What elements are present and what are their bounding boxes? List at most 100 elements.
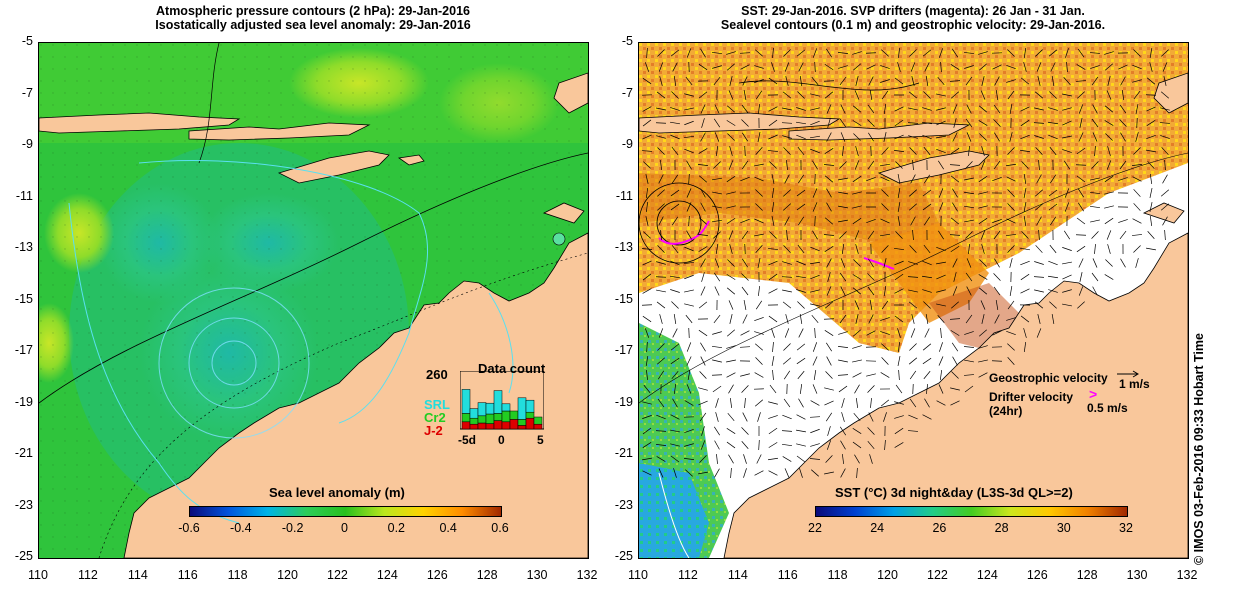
histogram-bar-cr2	[485, 413, 495, 424]
velocity-arrow	[784, 468, 790, 478]
velocity-arrow	[1106, 90, 1112, 100]
velocity-arrow	[1020, 288, 1030, 294]
velocity-arrow	[771, 188, 775, 198]
drifter-velocity-value: 0.5 m/s	[1087, 401, 1128, 415]
velocity-arrow	[1006, 163, 1016, 167]
velocity-arrow	[880, 163, 890, 167]
velocity-arrow	[698, 387, 708, 391]
lon-tick-label: 110	[628, 568, 648, 582]
velocity-arrow	[685, 314, 693, 324]
colorbar-tick-label: 0.2	[387, 521, 406, 535]
histogram-bar-cr2	[533, 416, 543, 425]
velocity-arrow	[908, 357, 918, 365]
velocity-arrow	[700, 258, 706, 268]
velocity-arrow	[1105, 259, 1113, 267]
velocity-arrow	[684, 274, 694, 280]
velocity-arrow	[824, 301, 834, 309]
lat-tick-label: -19	[614, 394, 633, 409]
velocity-arrow	[824, 63, 834, 71]
velocity-arrow	[1092, 132, 1098, 142]
velocity-arrow	[659, 76, 663, 86]
velocity-arrow	[952, 104, 958, 114]
velocity-arrow	[1005, 233, 1017, 237]
velocity-arrow	[1034, 289, 1044, 293]
velocity-arrow	[1133, 90, 1141, 100]
velocity-arrow	[726, 274, 736, 280]
velocity-arrow	[796, 275, 806, 279]
velocity-arrow	[670, 203, 680, 211]
velocity-arrow	[908, 135, 918, 139]
velocity-arrow	[840, 132, 846, 142]
velocity-arrow	[671, 174, 679, 184]
velocity-arrow	[838, 191, 848, 195]
velocity-arrow	[1062, 289, 1072, 293]
velocity-arrow	[952, 356, 958, 366]
velocity-arrow	[700, 286, 706, 296]
velocity-arrow	[671, 216, 679, 226]
velocity-arrow	[869, 300, 873, 310]
velocity-arrow	[784, 62, 790, 72]
velocity-arrow	[1048, 107, 1058, 111]
velocity-arrow	[811, 76, 819, 86]
velocity-arrow	[1049, 216, 1057, 226]
velocity-arrow	[951, 301, 959, 309]
velocity-arrow	[924, 328, 930, 338]
velocity-arrow	[642, 415, 652, 419]
velocity-arrow	[1076, 64, 1086, 70]
velocity-arrow	[684, 428, 694, 434]
velocity-arrow	[781, 276, 793, 278]
velocity-arrow	[642, 106, 652, 112]
velocity-arrow	[1020, 106, 1030, 112]
velocity-arrow	[741, 427, 749, 435]
velocity-arrow	[880, 176, 890, 182]
velocity-arrow	[911, 76, 915, 86]
velocity-arrow	[657, 203, 665, 211]
velocity-arrow	[646, 369, 648, 381]
velocity-arrow	[726, 105, 736, 113]
colorbar-tick-label: 0.4	[439, 521, 457, 535]
velocity-arrow	[810, 400, 820, 406]
velocity-arrow	[869, 90, 873, 100]
velocity-arrow	[658, 468, 664, 478]
velocity-arrow	[783, 189, 791, 197]
velocity-arrow	[797, 370, 805, 380]
velocity-arrow	[1049, 244, 1057, 254]
velocity-arrow	[1160, 203, 1170, 211]
velocity-arrow	[1076, 217, 1086, 225]
velocity-arrow	[907, 430, 919, 432]
velocity-arrow	[1091, 272, 1099, 282]
histogram-bar-srl	[517, 397, 527, 420]
velocity-arrow	[1104, 217, 1114, 225]
velocity-arrow	[839, 76, 847, 86]
velocity-arrow	[981, 146, 985, 156]
sla-colorbar	[189, 506, 502, 517]
velocity-arrow	[1023, 174, 1027, 184]
velocity-arrow	[838, 177, 848, 181]
velocity-arrow	[1160, 135, 1170, 139]
velocity-arrow	[771, 328, 775, 338]
velocity-arrow	[768, 415, 778, 419]
series-label-cr2: Cr2	[424, 410, 446, 425]
velocity-arrow	[684, 289, 694, 293]
velocity-arrow	[840, 258, 846, 268]
velocity-arrow	[1105, 133, 1113, 141]
sst-colorbar-label: SST (°C) 3d night&day (L3S-3d QL>=2)	[835, 485, 1073, 500]
velocity-arrow	[1092, 104, 1098, 114]
velocity-arrow	[698, 63, 708, 71]
velocity-arrow	[881, 49, 889, 57]
velocity-arrow	[712, 331, 722, 335]
velocity-arrow	[1104, 63, 1114, 71]
velocity-arrow	[810, 303, 820, 307]
lon-tick-label: 112	[77, 568, 98, 582]
velocity-arrow	[712, 385, 722, 393]
velocity-arrow	[910, 216, 916, 226]
velocity-arrow	[827, 426, 831, 436]
velocity-arrow	[924, 398, 930, 408]
velocity-arrow	[880, 79, 890, 83]
geostrophic-velocity-label: Geostrophic velocity	[989, 371, 1108, 385]
velocity-arrow	[697, 234, 709, 236]
velocity-arrow	[813, 370, 817, 380]
velocity-arrow	[992, 219, 1002, 223]
velocity-arrow	[754, 399, 764, 407]
velocity-arrow	[867, 286, 875, 296]
